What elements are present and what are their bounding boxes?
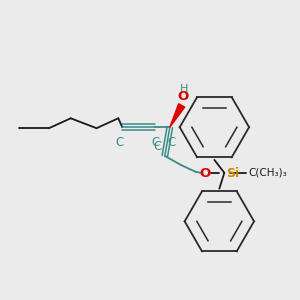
Text: O: O <box>177 90 188 104</box>
Text: C: C <box>168 136 176 149</box>
Text: C(CH₃)₃: C(CH₃)₃ <box>248 168 287 178</box>
Text: C: C <box>154 140 162 153</box>
Text: C: C <box>152 136 160 149</box>
Polygon shape <box>170 104 185 127</box>
Text: C: C <box>115 136 123 149</box>
Text: Si: Si <box>226 167 239 180</box>
Text: O: O <box>200 167 211 180</box>
Text: H: H <box>179 83 188 94</box>
